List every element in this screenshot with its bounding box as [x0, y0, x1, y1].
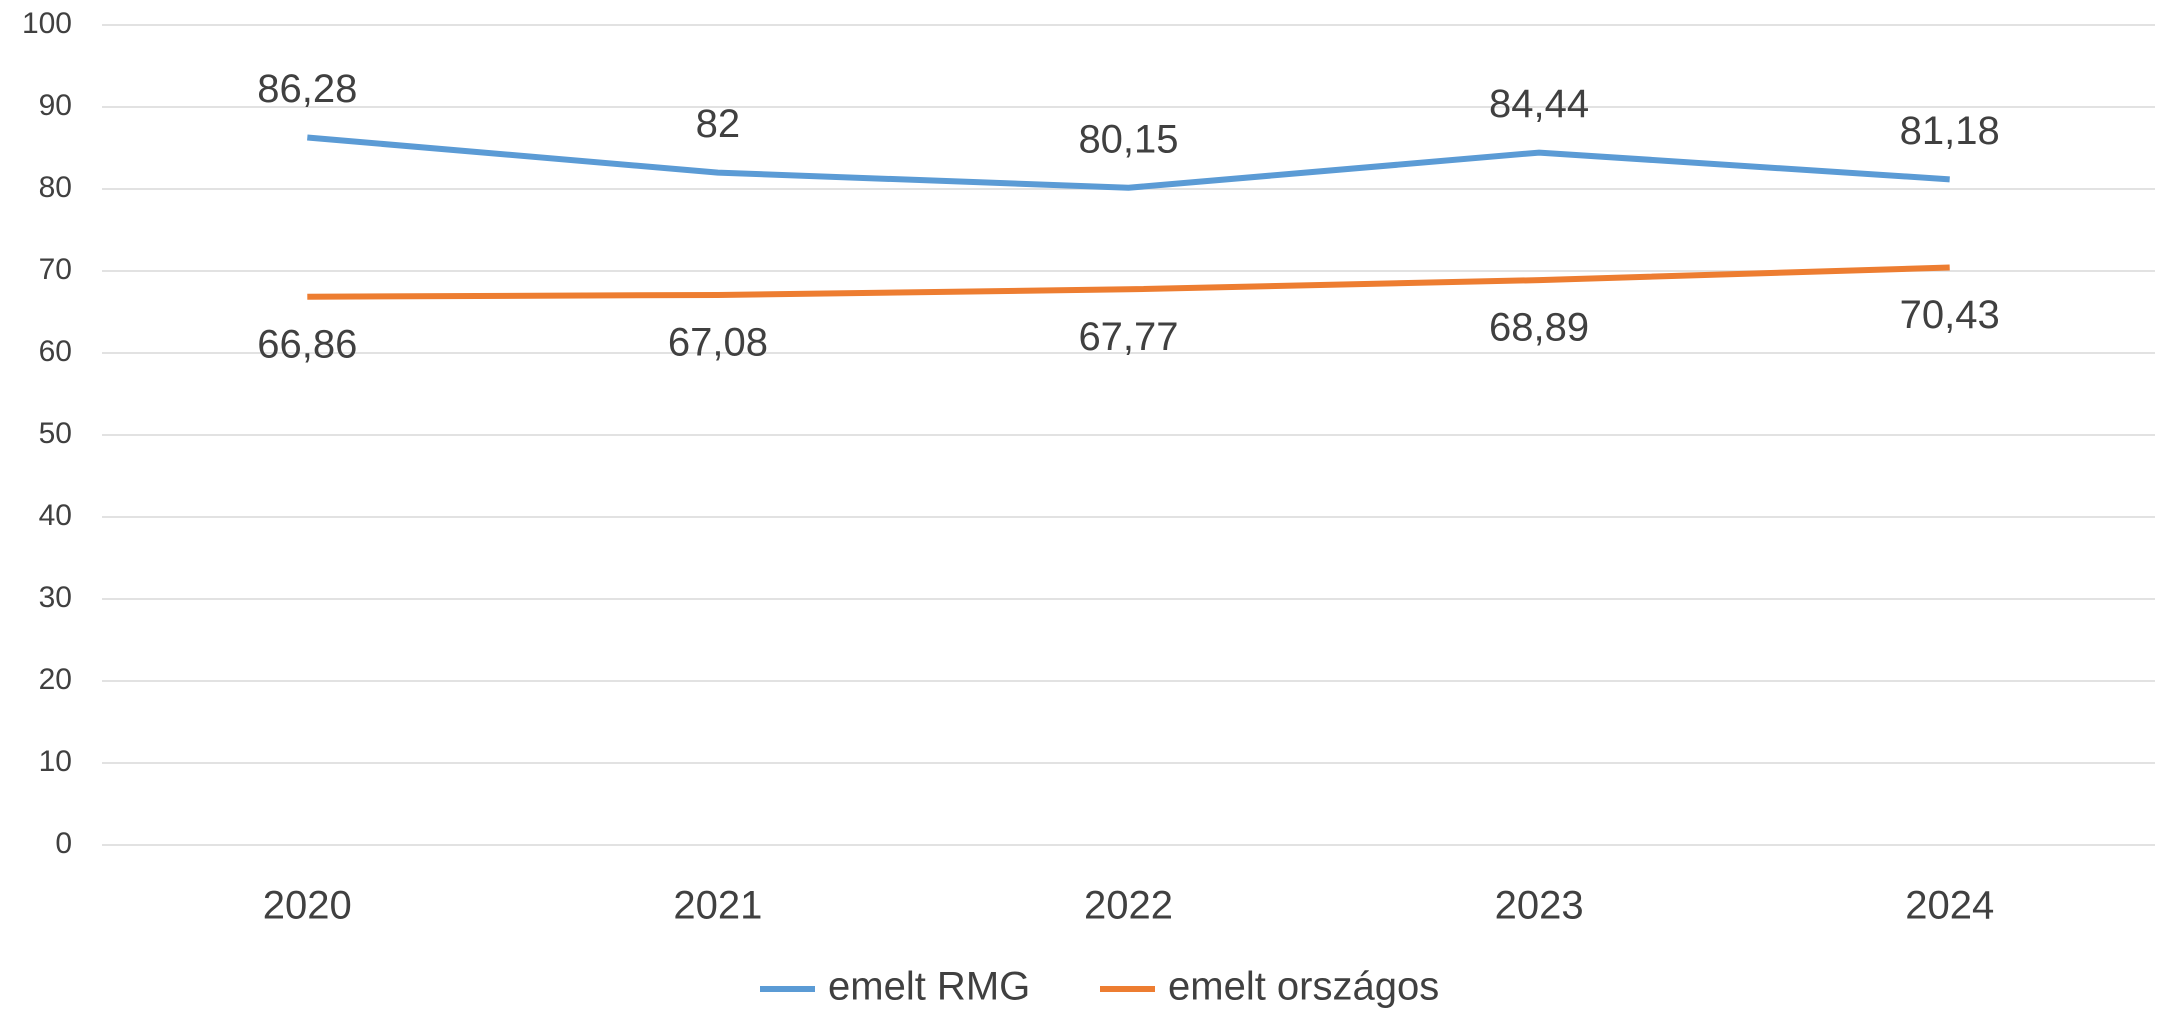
- y-tick-label: 40: [39, 499, 72, 532]
- x-tick-label: 2020: [263, 884, 352, 928]
- x-tick-label: 2021: [673, 884, 762, 928]
- y-tick-label: 20: [39, 663, 72, 696]
- x-tick-label: 2024: [1905, 884, 1994, 928]
- data-label: 80,15: [1078, 117, 1178, 161]
- x-tick-label: 2023: [1495, 884, 1584, 928]
- legend-label: emelt RMG: [828, 965, 1030, 1009]
- y-tick-label: 70: [39, 253, 72, 286]
- x-tick-label: 2022: [1084, 884, 1173, 928]
- data-label: 67,08: [668, 321, 768, 365]
- data-label: 68,89: [1489, 306, 1589, 350]
- y-tick-label: 90: [39, 89, 72, 122]
- data-label: 70,43: [1900, 293, 2000, 337]
- data-label: 81,18: [1900, 109, 2000, 153]
- legend-label: emelt országos: [1168, 965, 1439, 1009]
- line-series: [307, 264, 1950, 300]
- y-tick-label: 50: [39, 417, 72, 450]
- line-series: [307, 134, 1950, 191]
- data-label: 66,86: [257, 322, 357, 366]
- data-label: 82: [696, 102, 741, 146]
- y-tick-label: 30: [39, 581, 72, 614]
- y-tick-label: 100: [22, 7, 72, 40]
- y-tick-label: 10: [39, 745, 72, 778]
- y-tick-label: 60: [39, 335, 72, 368]
- data-label: 67,77: [1078, 315, 1178, 359]
- y-tick-label: 80: [39, 171, 72, 204]
- data-label: 86,28: [257, 67, 357, 111]
- y-tick-label: 0: [55, 827, 72, 860]
- data-label: 84,44: [1489, 82, 1589, 126]
